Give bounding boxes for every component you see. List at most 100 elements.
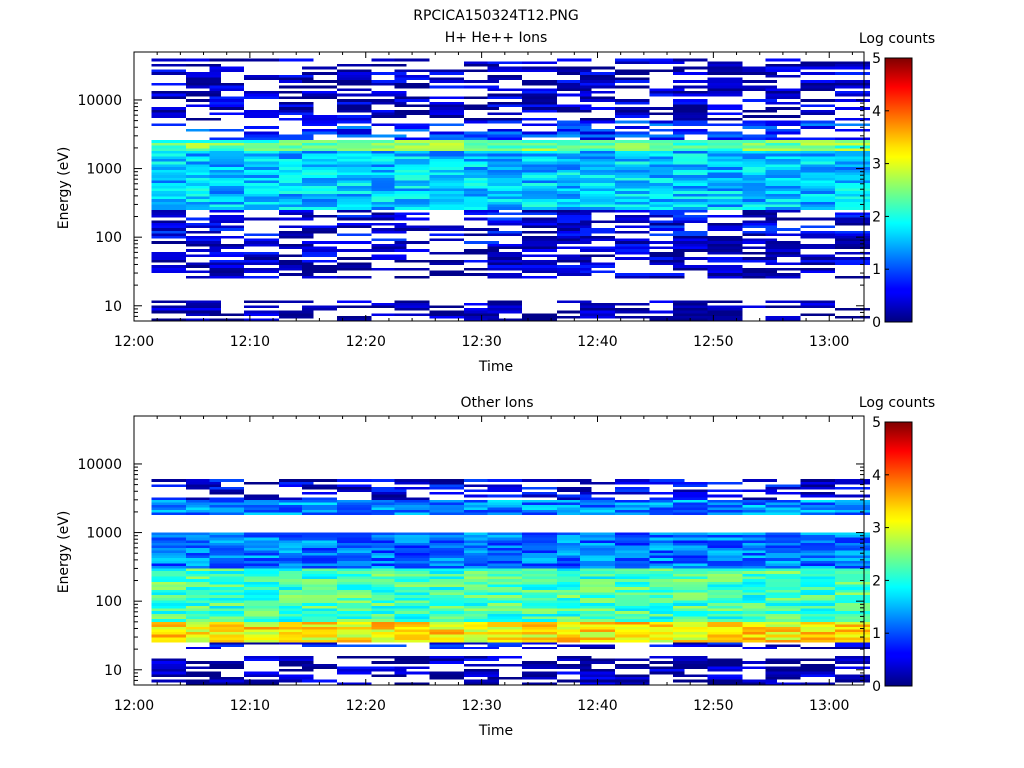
spectrogram-cell bbox=[522, 558, 557, 561]
spectrogram-cell bbox=[765, 658, 801, 662]
spectrogram-cell bbox=[649, 225, 685, 229]
spectrogram-cell bbox=[244, 600, 279, 604]
spectrogram-cell bbox=[765, 153, 801, 157]
spectrogram-cell bbox=[765, 486, 801, 490]
spectrogram-cell bbox=[487, 104, 523, 108]
spectrogram-cell bbox=[835, 153, 870, 157]
spectrogram-cell bbox=[800, 666, 836, 670]
spectrogram-cell bbox=[707, 82, 743, 86]
spectrogram-cell bbox=[278, 597, 314, 601]
panel-2-cells bbox=[151, 479, 870, 685]
spectrogram-cell bbox=[209, 275, 245, 279]
spectrogram-cell bbox=[464, 560, 499, 564]
spectrogram-cell bbox=[765, 315, 801, 319]
spectrogram-cell bbox=[464, 512, 499, 516]
spectrogram-cell bbox=[742, 66, 778, 70]
spectrogram-cell bbox=[742, 220, 778, 223]
spectrogram-cell bbox=[244, 481, 279, 485]
spectrogram-cell bbox=[244, 180, 279, 184]
spectrogram-cell bbox=[278, 177, 314, 181]
spectrogram-cell bbox=[151, 142, 187, 146]
spectrogram-cell bbox=[672, 663, 708, 667]
spectrogram-cell bbox=[429, 175, 465, 178]
spectrogram-cell bbox=[429, 671, 465, 675]
spectrogram-cell bbox=[186, 302, 221, 306]
spectrogram-cell bbox=[800, 259, 836, 263]
spectrogram-cell bbox=[765, 616, 801, 620]
spectrogram-cell bbox=[556, 82, 592, 86]
spectrogram-cell bbox=[556, 600, 592, 604]
spectrogram-cell bbox=[278, 185, 314, 189]
spectrogram-cell bbox=[649, 145, 685, 149]
spectrogram-cell bbox=[580, 674, 615, 678]
spectrogram-cell bbox=[614, 175, 650, 178]
spectrogram-cell bbox=[765, 267, 801, 271]
spectrogram-cell bbox=[336, 621, 372, 625]
spectrogram-cell bbox=[522, 565, 557, 569]
spectrogram-cell bbox=[522, 93, 557, 97]
spectrogram-cell bbox=[336, 74, 372, 78]
spectrogram-cell bbox=[336, 193, 372, 197]
spectrogram-cell bbox=[522, 88, 557, 91]
spectrogram-cell bbox=[186, 666, 221, 670]
spectrogram-cell bbox=[522, 532, 557, 536]
spectrogram-cell bbox=[464, 671, 499, 675]
spectrogram-cell bbox=[244, 191, 279, 194]
spectrogram-cell bbox=[464, 104, 499, 108]
spectrogram-cell bbox=[151, 109, 187, 113]
spectrogram-cell bbox=[464, 134, 499, 138]
spectrogram-cell bbox=[522, 603, 557, 606]
spectrogram-cell bbox=[151, 305, 187, 309]
spectrogram-cell bbox=[649, 613, 685, 617]
spectrogram-cell bbox=[394, 558, 430, 561]
spectrogram-cell bbox=[522, 220, 557, 223]
spectrogram-cell bbox=[244, 241, 279, 244]
spectrogram-cell bbox=[244, 624, 279, 627]
spectrogram-cell bbox=[556, 159, 592, 162]
spectrogram-cell bbox=[464, 655, 499, 659]
spectrogram-cell bbox=[429, 169, 465, 173]
spectrogram-cell bbox=[614, 489, 650, 493]
spectrogram-cell bbox=[429, 658, 465, 662]
spectrogram-cell bbox=[151, 90, 187, 94]
spectrogram-cell bbox=[672, 540, 708, 543]
spectrogram-cell bbox=[800, 502, 836, 505]
spectrogram-cell bbox=[394, 169, 430, 173]
spectrogram-cell bbox=[429, 72, 465, 75]
spectrogram-cell bbox=[394, 655, 430, 659]
spectrogram-cell bbox=[244, 608, 279, 612]
spectrogram-cell bbox=[336, 632, 372, 635]
spectrogram-cell bbox=[835, 502, 870, 505]
spectrogram-cell bbox=[487, 300, 523, 303]
spectrogram-cell bbox=[429, 484, 465, 487]
spectrogram-cell bbox=[742, 661, 778, 664]
spectrogram-cell bbox=[556, 537, 592, 541]
spectrogram-cell bbox=[649, 532, 685, 536]
spectrogram-cell bbox=[244, 193, 279, 197]
spectrogram-cell bbox=[672, 502, 708, 505]
spectrogram-cell bbox=[336, 486, 372, 490]
spectrogram-cell bbox=[151, 172, 187, 176]
spectrogram-cell bbox=[800, 225, 836, 229]
spectrogram-cell bbox=[371, 140, 407, 143]
spectrogram-cell bbox=[186, 597, 221, 601]
spectrogram-cell bbox=[580, 96, 615, 100]
spectrogram-cell bbox=[672, 547, 708, 551]
spectrogram-cell bbox=[707, 164, 743, 168]
spectrogram-cell bbox=[742, 624, 778, 627]
spectrogram-cell bbox=[835, 180, 870, 184]
spectrogram-cell bbox=[707, 565, 743, 569]
spectrogram-cell bbox=[707, 159, 743, 162]
spectrogram-cell bbox=[209, 540, 245, 543]
spectrogram-cell bbox=[186, 104, 221, 108]
spectrogram-cell bbox=[707, 589, 743, 593]
spectrogram-cell bbox=[649, 123, 685, 127]
spectrogram-cell bbox=[800, 175, 836, 178]
spectrogram-cell bbox=[394, 159, 430, 162]
spectrogram-cell bbox=[151, 571, 187, 574]
spectrogram-cell bbox=[302, 497, 337, 500]
spectrogram-cell bbox=[464, 204, 499, 208]
spectrogram-cell bbox=[556, 571, 592, 574]
spectrogram-cell bbox=[336, 568, 372, 572]
spectrogram-cell bbox=[672, 267, 708, 271]
